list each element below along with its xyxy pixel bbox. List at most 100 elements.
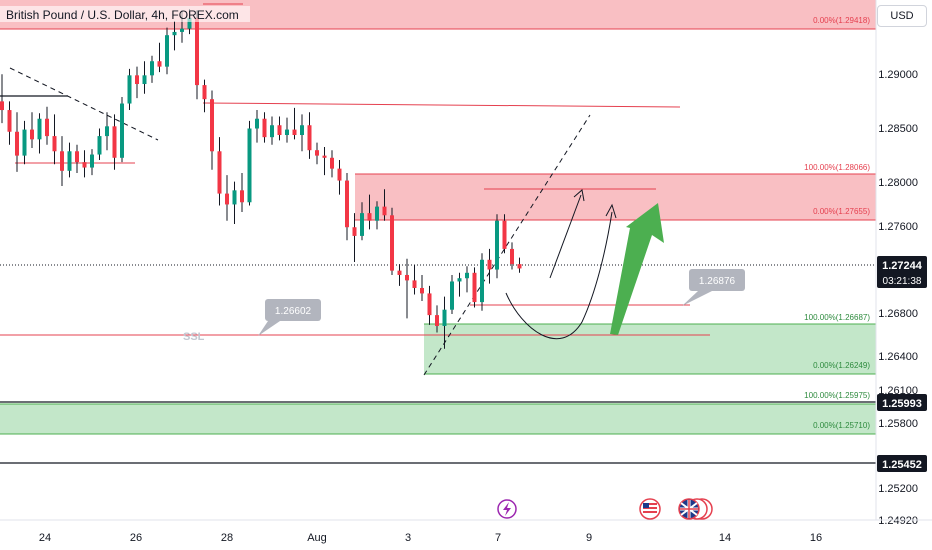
red-level-high[interactable] [202,102,681,108]
candle-body [510,248,514,265]
candle-body [82,162,87,168]
us-flag-event-icon[interactable] [639,498,661,520]
projection-curve [505,211,613,340]
candle-body [195,17,199,86]
candle-body [142,75,147,85]
candle-body [487,259,492,270]
price-tick: 1.26400 [878,351,918,363]
candle-body [517,264,522,269]
candle-body [240,190,244,203]
candle-body [375,206,379,221]
price-tick: 1.24920 [878,515,918,527]
candle-body [270,125,274,138]
level-b-badge: 1.25452 [877,455,927,472]
zone-label-top-supply-bottom: 0.00%(1.29418) [813,16,870,25]
uk-flag-event-icon[interactable] [678,498,713,520]
zone-label-lower-demand-top: 100.00%(1.25975) [804,391,870,400]
time-tick: 9 [586,532,592,544]
candle-body [405,274,409,281]
candle-body [30,129,34,140]
candle-body [450,281,454,310]
candle-body [480,259,484,303]
last-price-badge: 1.27244 03:21:38 [877,256,927,288]
price-tick: 1.25800 [878,418,918,430]
time-tick: 16 [810,532,822,544]
candle-body [247,128,252,203]
candle-body [495,220,499,270]
time-tick: 3 [405,532,411,544]
candles-group [0,9,522,349]
zone-label-lower-demand-bottom: 0.00%(1.25710) [813,421,870,430]
candle-body [322,155,327,158]
candle-body [180,28,184,32]
candle-body [360,213,364,236]
candle-body [90,154,94,168]
candle-body [255,118,259,129]
candle-body [112,126,117,158]
trend-line-rising[interactable] [423,114,591,376]
zone-label-demand-top: 100.00%(1.26687) [804,313,870,322]
candle-body [337,168,342,181]
callout-right[interactable]: 1.26876 [682,269,745,306]
candle-body [120,103,124,158]
time-tick: 7 [495,532,501,544]
price-tick: 1.28000 [878,177,918,189]
callout-left-text: 1.26602 [275,306,312,317]
candle-body [157,61,162,67]
candle-body [457,278,462,282]
candle-body [135,75,139,85]
level-b-value: 1.25452 [882,459,922,471]
candle-body [165,35,169,67]
candle-body [45,118,49,137]
candle-body [345,180,349,228]
time-tick: 14 [719,532,731,544]
candle-body [390,215,394,271]
candle-body [67,151,72,171]
zone-label-demand-bottom: 0.00%(1.26249) [813,361,870,370]
chart-title: British Pound / U.S. Dollar, 4h, FOREX.c… [6,8,239,22]
candle-body [472,272,477,303]
candle-body [105,126,109,137]
candle-body [172,31,177,36]
candle-body [300,125,304,136]
candle-body [202,85,207,100]
candle-body [442,309,447,326]
trend-line-left[interactable] [9,67,159,141]
candle-body [367,213,372,221]
candle-body [210,99,214,152]
demand-zone [424,324,876,374]
price-tick: 1.25200 [878,483,918,495]
time-tick: 26 [130,532,142,544]
level-a-badge: 1.25993 [877,394,927,411]
candle-body [352,227,357,236]
candle-body [75,151,79,163]
title-backdrop [0,6,250,22]
time-tick: Aug [307,532,327,544]
callout-right-text: 1.26876 [699,276,736,287]
candle-body [397,270,402,275]
green-up-arrow [610,203,664,335]
candle-body [420,287,424,294]
projection-curve-arrowhead [605,203,617,219]
price-tick: 1.28500 [878,123,918,135]
candle-body [60,151,64,171]
lightning-event-icon[interactable] [497,499,517,519]
candle-body [412,280,417,288]
time-tick: 28 [221,532,233,544]
countdown-value: 03:21:38 [883,276,922,287]
callout-left[interactable]: 1.26602 [258,299,321,336]
candle-body [97,136,102,155]
candle-body [382,206,387,216]
currency-selector-button[interactable]: USD [877,5,927,27]
candle-body [262,118,267,138]
candle-body [22,129,27,156]
candle-body [315,150,319,156]
level-a-value: 1.25993 [882,398,922,410]
candle-body [502,220,507,249]
candle-body [277,125,282,136]
lower-demand-zone [0,404,876,434]
candle-body [0,101,4,111]
supply-zone [355,174,876,220]
price-tick: 1.29000 [878,69,918,81]
